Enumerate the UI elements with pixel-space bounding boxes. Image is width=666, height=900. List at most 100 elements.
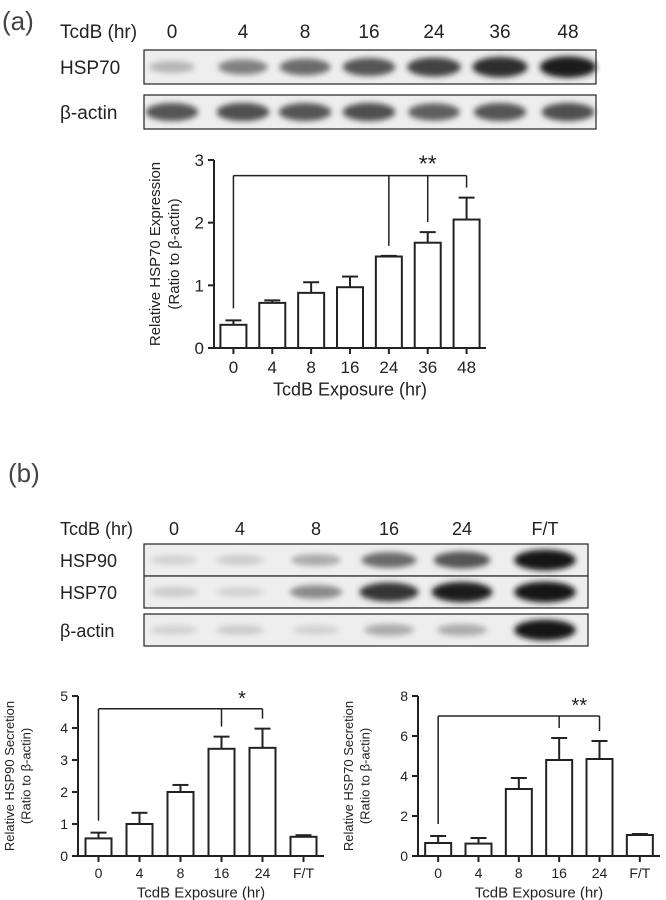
blot-band — [473, 102, 527, 122]
blot-row-label: HSP70 — [60, 583, 117, 603]
y-tick-label: 5 — [60, 688, 68, 704]
bar — [289, 835, 318, 857]
y-tick-label: 3 — [195, 151, 204, 170]
x-tick-label: 4 — [136, 865, 144, 881]
bar — [84, 837, 113, 858]
blot-band — [364, 624, 414, 636]
bar — [336, 286, 364, 350]
blot-band — [291, 554, 341, 566]
x-tick-label: 8 — [177, 865, 185, 881]
blot-band — [437, 624, 487, 636]
blot-band — [514, 549, 576, 571]
x-axis-title: TcdB Exposure (hr) — [475, 884, 603, 900]
blot-lane-label: 48 — [557, 22, 578, 43]
x-tick-label: 8 — [306, 358, 315, 377]
y-tick-label: 8 — [400, 688, 408, 704]
y-tick-label: 0 — [400, 848, 408, 864]
x-tick-label: 16 — [551, 865, 567, 881]
blot-band — [145, 102, 199, 122]
x-tick-label: 4 — [268, 358, 277, 377]
bar — [585, 758, 614, 857]
blot-lane-label: 16 — [379, 519, 399, 539]
blot-lane-label: 0 — [169, 519, 179, 539]
blot-band — [150, 625, 198, 635]
blot-row-label: HSP90 — [60, 551, 117, 571]
blot-band — [342, 102, 396, 122]
bar — [248, 746, 277, 858]
blot-lane-label: F/T — [532, 519, 559, 539]
blot-header-label: TcdB (hr) — [60, 22, 137, 43]
blot-lane-label: 8 — [311, 519, 321, 539]
blot-band — [514, 619, 576, 641]
significance-marker: ** — [572, 695, 588, 717]
bar — [464, 842, 493, 857]
x-tick-label: 36 — [418, 358, 437, 377]
bar — [452, 218, 481, 349]
y-tick-label: 6 — [400, 728, 408, 744]
chart-b-hsp90: 0 1 2 3 4 5 0 4 8 16 24 F/T * TcdB Exposure (hr) Relat… — [2, 688, 324, 900]
x-tick-label: 24 — [379, 358, 398, 377]
blot-header-label: TcdB (hr) — [60, 519, 133, 539]
y-axis-title-line: Relative HSP90 Secretion — [2, 701, 17, 851]
blot-band — [359, 582, 419, 602]
y-axis-title-line: Relative HSP70 Expression — [147, 162, 164, 346]
blot-lane-label: 36 — [489, 22, 510, 43]
y-tick-label: 4 — [400, 768, 408, 784]
blot-band — [541, 102, 595, 122]
blot-band — [149, 61, 195, 73]
y-axis-title-line: (Ratio to β-actin) — [166, 198, 183, 309]
blot-lane-label: 4 — [238, 22, 249, 43]
blot-band — [279, 58, 331, 76]
blot-band — [433, 551, 491, 569]
blot-row-label: β-actin — [60, 621, 114, 641]
bar — [258, 301, 287, 350]
y-tick-label: 3 — [60, 752, 68, 768]
y-axis-title-line: Relative HSP70 Secretion — [341, 701, 356, 851]
panel-a-label: (a) — [2, 6, 34, 36]
blot-lane-label: 0 — [167, 22, 178, 43]
y-tick-label: 4 — [60, 720, 68, 736]
y-tick-label: 2 — [195, 214, 204, 233]
blot-band — [216, 555, 264, 565]
blot-band — [218, 59, 268, 75]
y-tick-label: 1 — [195, 276, 204, 295]
blot-lane-label: 24 — [423, 22, 445, 43]
y-axis-title: Relative HSP90 Secretion(Ratio to β-acti… — [2, 701, 33, 851]
x-tick-label: 0 — [434, 865, 442, 881]
bar — [125, 823, 154, 857]
blot-band — [292, 625, 340, 635]
blot-lane-label: 8 — [300, 22, 311, 43]
x-tick-label: 16 — [341, 358, 360, 377]
x-tick-label: 0 — [229, 358, 238, 377]
bar — [374, 255, 403, 349]
y-tick-label: 2 — [400, 808, 408, 824]
blot-band — [150, 587, 198, 597]
y-axis-title-line: (Ratio to β-actin) — [18, 728, 33, 824]
blot-band — [216, 587, 264, 597]
bar — [166, 791, 195, 857]
blot-band — [407, 57, 461, 77]
blot-row-label: β-actin — [60, 103, 117, 124]
x-tick-label: 24 — [255, 865, 271, 881]
bar — [424, 842, 453, 857]
blot-b: TcdB (hr) 0 4 8 16 24 F/T HSP90 HSP70 β-actin — [60, 519, 589, 647]
x-tick-label: 4 — [475, 865, 483, 881]
panel-b-label: (b) — [8, 458, 40, 488]
blot-band — [150, 555, 198, 565]
bar — [504, 788, 533, 857]
x-axis-title: TcdB Exposure (hr) — [273, 380, 427, 400]
x-tick-label: 24 — [592, 865, 608, 881]
blot-band — [361, 552, 417, 568]
y-tick-label: 0 — [195, 339, 204, 358]
blot-row-label: HSP70 — [60, 58, 120, 79]
y-axis-title: Relative HSP70 Expression (Ratio to β-act… — [147, 162, 183, 346]
blot-lane-label: 24 — [452, 519, 472, 539]
blot-lane-label: 16 — [358, 22, 379, 43]
blot-band — [342, 57, 396, 77]
x-tick-label: F/T — [293, 865, 314, 881]
y-axis-title: Relative HSP70 Secretion(Ratio to β-acti… — [341, 701, 372, 851]
bar — [413, 241, 442, 349]
blot-band — [278, 102, 332, 122]
